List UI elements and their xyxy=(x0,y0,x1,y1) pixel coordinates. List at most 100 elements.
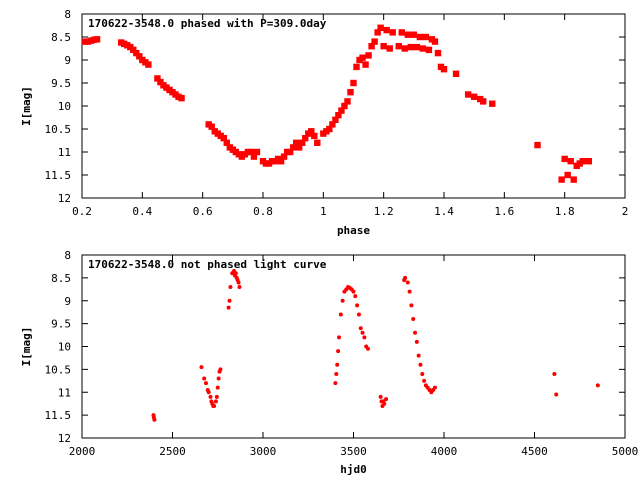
x-tick-label: 0.8 xyxy=(253,205,273,218)
data-point-marker xyxy=(332,116,339,123)
data-point xyxy=(336,349,341,354)
data-point xyxy=(371,38,378,45)
data-point xyxy=(595,383,600,388)
data-point xyxy=(413,330,418,335)
data-point-marker xyxy=(302,135,309,142)
data-point xyxy=(401,45,408,52)
data-point xyxy=(353,63,360,71)
data-point xyxy=(558,176,565,183)
data-point xyxy=(362,61,369,68)
data-point-marker xyxy=(157,78,164,86)
data-point-marker xyxy=(585,158,592,165)
data-point xyxy=(308,128,315,135)
data-point-marker xyxy=(130,46,137,54)
data-point xyxy=(154,75,161,82)
data-point xyxy=(383,26,390,34)
data-point xyxy=(226,305,231,310)
data-point xyxy=(136,53,143,60)
data-point xyxy=(489,100,496,107)
data-point xyxy=(292,139,300,146)
data-point-marker xyxy=(368,43,375,50)
data-point-marker xyxy=(299,139,306,146)
data-point xyxy=(579,158,586,165)
data-point-marker xyxy=(374,29,381,36)
data-point-marker xyxy=(395,43,402,50)
data-point-marker xyxy=(440,66,448,73)
data-point xyxy=(570,176,577,183)
data-point xyxy=(411,317,416,322)
data-point-marker xyxy=(579,158,586,165)
data-point xyxy=(398,29,405,36)
data-point xyxy=(314,139,321,146)
data-point-marker xyxy=(422,33,430,41)
data-point-marker xyxy=(425,46,433,54)
data-point-marker xyxy=(292,139,300,146)
data-point-marker xyxy=(308,128,315,135)
data-point xyxy=(419,45,427,52)
data-point xyxy=(133,49,140,57)
data-point xyxy=(414,339,419,344)
data-point xyxy=(386,45,393,52)
data-point xyxy=(202,376,207,381)
data-point xyxy=(374,29,381,36)
data-point-marker xyxy=(380,43,387,50)
x-axis-label: hjd0 xyxy=(340,463,367,476)
data-point-marker xyxy=(296,144,303,151)
data-point-marker xyxy=(534,141,541,149)
data-point xyxy=(247,148,255,156)
x-tick-label: 3000 xyxy=(250,445,277,458)
data-point-marker xyxy=(407,43,415,51)
y-axis-label: I[mag] xyxy=(20,86,33,126)
data-point-marker xyxy=(413,43,421,51)
data-point xyxy=(334,371,339,376)
data-point xyxy=(335,362,340,367)
data-point xyxy=(333,381,338,386)
y-tick-label: 8 xyxy=(64,249,71,262)
data-point-marker xyxy=(208,123,215,130)
data-point-marker xyxy=(280,153,288,160)
data-point xyxy=(410,31,418,38)
data-point xyxy=(344,98,351,105)
data-point-marker xyxy=(564,171,571,179)
data-point xyxy=(214,394,219,399)
data-point xyxy=(564,171,571,179)
data-point-marker xyxy=(286,148,294,156)
data-point xyxy=(365,346,370,351)
data-point-marker xyxy=(344,98,351,105)
data-point xyxy=(416,33,424,41)
data-point xyxy=(356,312,361,317)
data-point xyxy=(253,148,261,156)
data-point-marker xyxy=(401,45,408,52)
data-point xyxy=(208,123,215,130)
x-tick-label: 0.4 xyxy=(132,205,152,218)
data-point-marker xyxy=(489,100,496,107)
data-point xyxy=(389,29,396,36)
y-tick-label: 10.5 xyxy=(45,123,72,136)
data-point xyxy=(206,390,211,395)
data-point xyxy=(227,298,232,303)
data-point-marker xyxy=(277,158,285,165)
data-point-marker xyxy=(314,139,321,146)
x-tick-label: 0.2 xyxy=(72,205,92,218)
data-point-marker xyxy=(561,155,568,163)
data-point xyxy=(203,381,208,386)
data-point-marker xyxy=(311,132,318,140)
y-tick-label: 12 xyxy=(58,432,71,445)
data-point xyxy=(351,289,356,294)
data-point-marker xyxy=(178,94,185,102)
data-point-marker xyxy=(365,52,372,59)
data-point-marker xyxy=(558,176,565,183)
data-point xyxy=(335,112,342,119)
data-point-marker xyxy=(404,31,411,38)
y-axis-label: I[mag] xyxy=(20,327,33,367)
data-point-marker xyxy=(410,31,418,38)
data-point xyxy=(407,43,415,51)
data-point xyxy=(380,43,387,50)
data-point-marker xyxy=(341,102,348,110)
data-point xyxy=(585,158,592,165)
data-point-marker xyxy=(289,144,297,151)
plot-title: 170622-3548.0 phased with P=309.0day xyxy=(88,17,327,30)
data-point xyxy=(395,43,402,50)
data-point xyxy=(382,401,387,406)
